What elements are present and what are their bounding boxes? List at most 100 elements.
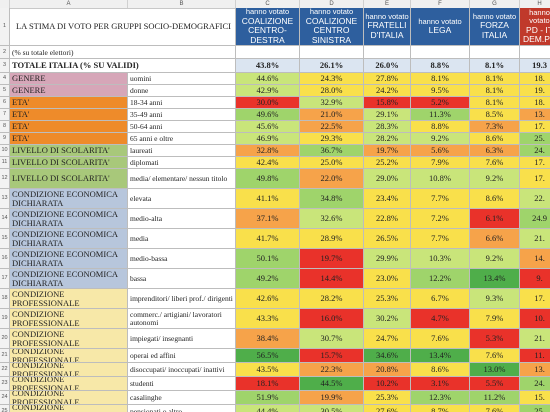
value-cell[interactable]: 27.6% (364, 405, 411, 412)
column-header-g[interactable]: G (470, 0, 520, 8)
row-number[interactable]: 16 (0, 249, 10, 269)
value-cell[interactable]: 8.1% (470, 85, 520, 97)
subgroup-label[interactable]: studenti (128, 377, 236, 391)
group-label[interactable]: CONDIZIONE ECONOMICA DICHIARATA (10, 249, 128, 269)
value-cell[interactable]: 49.2% (236, 269, 300, 289)
row-number[interactable]: 4 (0, 73, 10, 85)
value-cell[interactable]: 10. (520, 309, 550, 329)
row-number[interactable]: 14 (0, 209, 10, 229)
row-number[interactable]: 13 (0, 189, 10, 209)
value-cell[interactable]: 30.0% (236, 97, 300, 109)
value-cell[interactable]: 7.9% (411, 157, 470, 169)
value-cell[interactable]: 7.7% (411, 189, 470, 209)
value-cell[interactable]: 7.7% (411, 229, 470, 249)
group-label[interactable]: CONDIZIONE ECONOMICA DICHIARATA (10, 189, 128, 209)
group-label[interactable]: CONDIZIONE PROFESSIONALE (10, 349, 128, 363)
subgroup-label[interactable]: 50-64 anni (128, 121, 236, 133)
value-cell[interactable]: 24.3% (300, 73, 364, 85)
total-value[interactable]: 8.8% (411, 59, 470, 73)
empty-cell[interactable] (364, 46, 411, 59)
value-cell[interactable]: 15.7% (300, 349, 364, 363)
column-header-f[interactable]: F (411, 0, 470, 8)
group-label[interactable]: CONDIZIONE PROFESSIONALE (10, 391, 128, 405)
value-cell[interactable]: 8.6% (470, 133, 520, 145)
empty-cell[interactable] (470, 46, 520, 59)
group-label[interactable]: LIVELLO DI SCOLARITA' (10, 157, 128, 169)
value-cell[interactable]: 23.4% (364, 189, 411, 209)
group-label[interactable]: CONDIZIONE ECONOMICA DICHIARATA (10, 269, 128, 289)
value-cell[interactable]: 30.7% (300, 329, 364, 349)
value-cell[interactable]: 5.5% (470, 377, 520, 391)
value-cell[interactable]: 44.6% (236, 73, 300, 85)
value-cell[interactable]: 6.1% (470, 209, 520, 229)
value-cell[interactable]: 10.8% (411, 169, 470, 189)
row-number[interactable]: 12 (0, 169, 10, 189)
value-cell[interactable]: 24.2% (364, 85, 411, 97)
value-cell[interactable]: 17. (520, 289, 550, 309)
group-label[interactable]: ETA' (10, 97, 128, 109)
value-cell[interactable]: 25.3% (364, 391, 411, 405)
value-cell[interactable]: 6.7% (411, 289, 470, 309)
value-cell[interactable]: 28.2% (300, 289, 364, 309)
row-number[interactable]: 24 (0, 391, 10, 405)
value-cell[interactable]: 20.8% (364, 363, 411, 377)
row-number[interactable]: 5 (0, 85, 10, 97)
column-header-e[interactable]: E (364, 0, 411, 8)
row-number[interactable]: 6 (0, 97, 10, 109)
subgroup-label[interactable]: uomini (128, 73, 236, 85)
value-cell[interactable]: 38.4% (236, 329, 300, 349)
value-cell[interactable]: 49.6% (236, 109, 300, 121)
value-cell[interactable]: 9.5% (411, 85, 470, 97)
group-label[interactable]: CONDIZIONE ECONOMICA DICHIARATA (10, 209, 128, 229)
subgroup-label[interactable]: 65 anni e oltre (128, 133, 236, 145)
value-cell[interactable]: 45.6% (236, 121, 300, 133)
column-header-b[interactable]: B (128, 0, 236, 8)
value-cell[interactable]: 19.7% (300, 249, 364, 269)
value-cell[interactable]: 22.5% (300, 121, 364, 133)
subgroup-label[interactable]: imprenditori/ liberi prof./ dirigenti (128, 289, 236, 309)
value-cell[interactable]: 32.8% (236, 145, 300, 157)
column-header-h[interactable]: H (520, 0, 550, 8)
value-cell[interactable]: 15.8% (364, 97, 411, 109)
table-title[interactable]: LA STIMA DI VOTO PER GRUPPI SOCIO-DEMOGR… (10, 8, 236, 46)
value-cell[interactable]: 14. (520, 249, 550, 269)
value-cell[interactable]: 22.8% (364, 209, 411, 229)
subgroup-label[interactable]: commerc./ artigiani/ lavoratori autonomi (128, 309, 236, 329)
value-cell[interactable]: 7.6% (411, 329, 470, 349)
value-cell[interactable]: 42.6% (236, 289, 300, 309)
column-header-party-5[interactable]: hanno votato FORZA ITALIA (470, 8, 520, 46)
value-cell[interactable]: 41.1% (236, 189, 300, 209)
value-cell[interactable]: 43.5% (236, 363, 300, 377)
value-cell[interactable]: 51.9% (236, 391, 300, 405)
value-cell[interactable]: 13. (520, 109, 550, 121)
group-label[interactable]: GENERE (10, 73, 128, 85)
value-cell[interactable]: 11.2% (470, 391, 520, 405)
value-cell[interactable]: 13.4% (470, 269, 520, 289)
total-value[interactable]: 43.8% (236, 59, 300, 73)
row-number[interactable]: 9 (0, 133, 10, 145)
group-label[interactable]: CONDIZIONE PROFESSIONALE (10, 363, 128, 377)
value-cell[interactable]: 36.7% (300, 145, 364, 157)
value-cell[interactable]: 8.6% (411, 363, 470, 377)
value-cell[interactable]: 6.6% (470, 229, 520, 249)
value-cell[interactable]: 8.6% (470, 189, 520, 209)
value-cell[interactable]: 29.3% (300, 133, 364, 145)
value-cell[interactable]: 19.7% (364, 145, 411, 157)
value-cell[interactable]: 24. (520, 377, 550, 391)
value-cell[interactable]: 17. (520, 169, 550, 189)
group-label[interactable]: CONDIZIONE PROFESSIONALE (10, 377, 128, 391)
value-cell[interactable]: 10.2% (364, 377, 411, 391)
subgroup-label[interactable]: elevata (128, 189, 236, 209)
subgroup-label[interactable]: casalinghe (128, 391, 236, 405)
row-number[interactable]: 18 (0, 289, 10, 309)
row-number[interactable]: 3 (0, 59, 10, 73)
value-cell[interactable]: 13.4% (411, 349, 470, 363)
column-header-c[interactable]: C (236, 0, 300, 8)
value-cell[interactable]: 9. (520, 269, 550, 289)
subgroup-label[interactable]: diplomati (128, 157, 236, 169)
value-cell[interactable]: 18.1% (236, 377, 300, 391)
group-label[interactable]: ETA' (10, 109, 128, 121)
group-label[interactable]: CONDIZIONE PROFESSIONALE (10, 329, 128, 349)
row-number[interactable]: 10 (0, 145, 10, 157)
